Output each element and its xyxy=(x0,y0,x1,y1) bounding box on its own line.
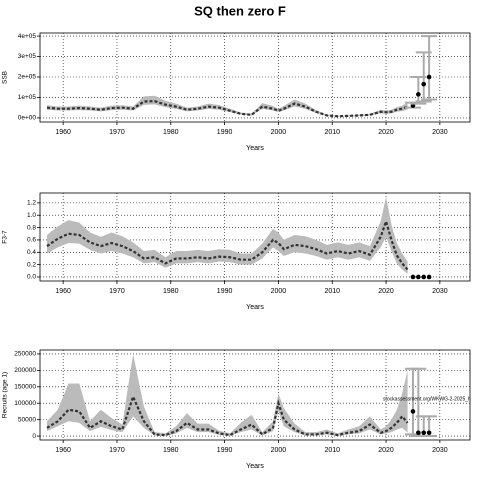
y-tick-label: 250000 xyxy=(14,351,36,358)
y-axis-label: Recruits (age 1) xyxy=(2,372,9,418)
projection-point xyxy=(426,430,432,436)
x-tick-label: 1960 xyxy=(55,129,71,136)
x-tick-label: 2030 xyxy=(432,288,448,295)
x-tick-label: 2020 xyxy=(378,288,394,295)
x-tick-label: 1990 xyxy=(217,447,233,454)
y-tick-label: 3e+05 xyxy=(18,53,37,60)
projection-point xyxy=(426,74,432,80)
x-tick-label: 1980 xyxy=(163,288,179,295)
x-tick-label: 1990 xyxy=(217,129,233,136)
x-tick-label: 2030 xyxy=(432,129,448,136)
y-tick-label: 2e+05 xyxy=(18,74,37,81)
confidence-band xyxy=(46,196,408,274)
x-tick-label: 2020 xyxy=(378,129,394,136)
x-tick-label: 2010 xyxy=(324,447,340,454)
projection-point xyxy=(410,409,416,414)
x-tick-label: 2000 xyxy=(271,288,287,295)
projection-point xyxy=(416,92,421,97)
y-axis-label: SSB xyxy=(2,71,9,84)
y-tick-label: 4e+05 xyxy=(18,33,37,40)
y-tick-label: 1.2 xyxy=(27,200,36,207)
x-tick-label: 2010 xyxy=(324,129,340,136)
projection-point xyxy=(416,430,421,436)
y-tick-label: 0.0 xyxy=(27,274,36,281)
projection-point xyxy=(421,81,427,87)
x-tick-label: 2020 xyxy=(378,447,394,454)
x-tick-label: 1970 xyxy=(109,447,125,454)
median-line xyxy=(46,217,409,271)
plot-frame xyxy=(39,349,471,441)
x-tick-label: 2010 xyxy=(324,288,340,295)
x-tick-label: 2000 xyxy=(271,129,287,136)
plot-frame xyxy=(39,192,471,282)
y-tick-label: 50000 xyxy=(18,416,36,423)
y-tick-label: 1e+05 xyxy=(18,94,37,101)
y-tick-label: 0.8 xyxy=(27,224,36,231)
x-tick-label: 1960 xyxy=(55,447,71,454)
projection-point xyxy=(426,274,432,280)
x-tick-label: 1970 xyxy=(109,288,125,295)
median-line xyxy=(46,100,408,118)
y-tick-label: 0.4 xyxy=(27,249,36,256)
y-tick-label: 200000 xyxy=(14,367,36,374)
y-tick-label: 0.6 xyxy=(27,237,36,244)
median-line xyxy=(46,393,409,437)
y-tick-label: 1.0 xyxy=(27,212,36,219)
x-tick-label: 1980 xyxy=(163,129,179,136)
annotation: stockassessment.org/WKWG-2-2025_h xyxy=(383,396,471,402)
x-axis-label: Years xyxy=(246,145,264,152)
projection-point xyxy=(416,274,421,280)
y-axis-label: F3-7 xyxy=(2,230,9,244)
x-tick-label: 1970 xyxy=(109,129,125,136)
x-tick-label: 1980 xyxy=(163,447,179,454)
y-tick-label: 0 xyxy=(32,433,36,440)
x-tick-label: 2030 xyxy=(432,447,448,454)
x-tick-label: 2000 xyxy=(271,447,287,454)
x-axis-label: Years xyxy=(246,304,264,311)
chart-title: SQ then zero F xyxy=(194,3,286,18)
x-axis-label: Years xyxy=(246,463,264,470)
y-tick-label: 0e+00 xyxy=(18,115,37,122)
y-tick-label: 100000 xyxy=(14,400,36,407)
confidence-band xyxy=(46,95,408,117)
x-tick-label: 1960 xyxy=(55,288,71,295)
x-tick-label: 1990 xyxy=(217,288,233,295)
projection-point xyxy=(410,274,416,280)
y-tick-label: 150000 xyxy=(14,384,36,391)
projection-point xyxy=(421,274,427,280)
plot-frame xyxy=(39,32,471,123)
y-tick-label: 0.2 xyxy=(27,261,36,268)
confidence-band xyxy=(46,353,408,436)
projection-point xyxy=(421,430,427,436)
